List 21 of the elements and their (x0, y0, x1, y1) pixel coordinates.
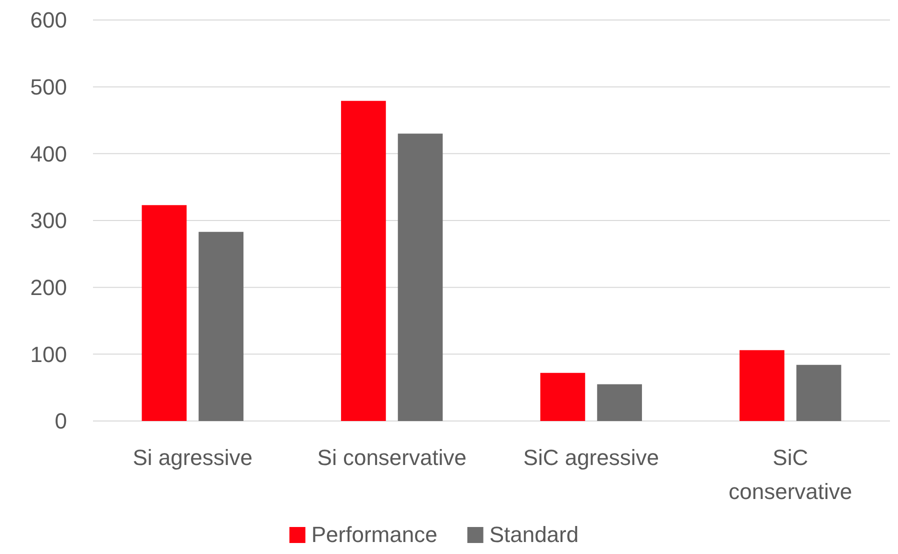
x-tick-label: Si conservative (317, 445, 466, 470)
x-tick-label: SiC conservative (728, 445, 852, 504)
bar (796, 364, 842, 421)
y-tick-label: 300 (30, 208, 67, 234)
x-tick-label: Si agressive (132, 445, 253, 470)
y-tick-label: 200 (30, 275, 67, 300)
legend-label: Standard (489, 522, 579, 547)
bar (540, 372, 586, 421)
bar (740, 350, 784, 421)
legend-label: Performance (311, 522, 438, 547)
bar (341, 100, 386, 421)
bar (142, 205, 187, 421)
y-tick-label: 500 (30, 74, 67, 100)
y-tick-label: 600 (30, 8, 67, 33)
y-tick-label: 0 (54, 408, 67, 434)
y-tick-label: 400 (30, 141, 67, 166)
bar (198, 232, 244, 421)
y-tick-label: 100 (30, 342, 67, 367)
bar (597, 384, 642, 421)
bar (398, 134, 443, 421)
x-tick-label: SiC agressive (523, 445, 659, 470)
